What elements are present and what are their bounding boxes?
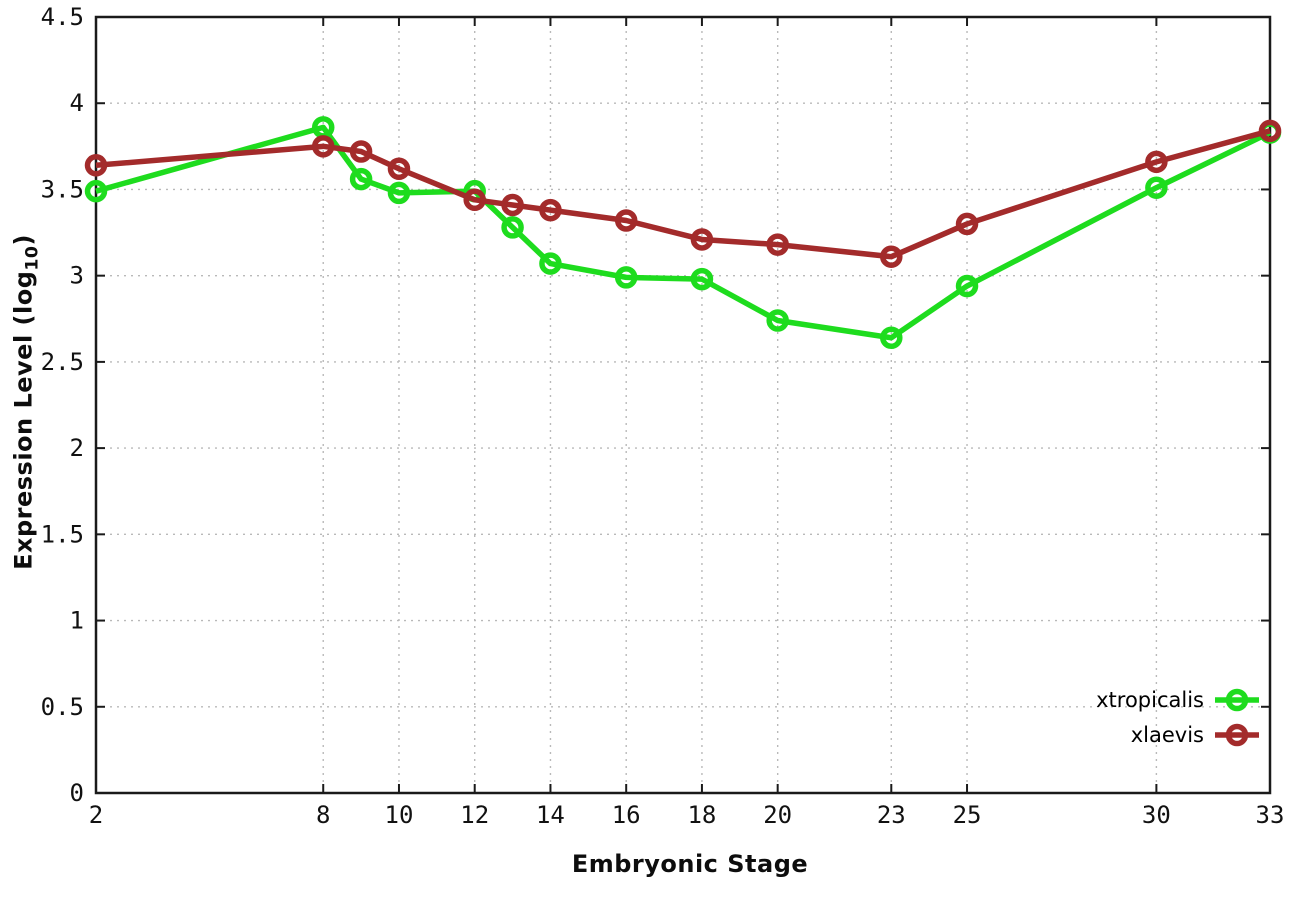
y-tick-label: 1.5 bbox=[41, 520, 84, 548]
y-tick-label: 4 bbox=[70, 89, 84, 117]
data-point-xlaevis bbox=[311, 135, 335, 158]
legend-marker-icon bbox=[1225, 723, 1249, 746]
legend-item-xtropicalis: xtropicalis bbox=[1096, 683, 1260, 716]
x-tick-label: 8 bbox=[316, 801, 330, 829]
legend-label-xlaevis: xlaevis bbox=[1130, 722, 1204, 747]
series-xlaevis bbox=[84, 119, 1282, 268]
y-tick-label: 2 bbox=[70, 434, 84, 462]
data-point-xtropicalis bbox=[349, 167, 373, 191]
data-point-xtropicalis bbox=[955, 274, 979, 298]
legend-sample-xtropicalis bbox=[1215, 688, 1259, 711]
y-tick-label: 0.5 bbox=[41, 693, 84, 721]
data-point-xlaevis bbox=[880, 245, 903, 268]
data-point-xlaevis bbox=[766, 233, 789, 256]
data-point-xtropicalis bbox=[387, 181, 411, 205]
data-point-xlaevis bbox=[463, 188, 486, 212]
y-tick-label: 2.5 bbox=[41, 348, 84, 376]
data-point-xtropicalis bbox=[880, 326, 903, 349]
data-point-xtropicalis bbox=[614, 266, 638, 289]
x-tick-label: 16 bbox=[612, 801, 641, 829]
x-tick-label: 23 bbox=[877, 801, 906, 829]
plot-border bbox=[94, 15, 1272, 795]
data-point-xtropicalis bbox=[501, 216, 524, 239]
x-tick-label: 12 bbox=[460, 801, 489, 829]
y-axis-title-subscript: 10 bbox=[22, 245, 43, 271]
x-tick-label: 10 bbox=[385, 801, 414, 829]
x-tick-label: 14 bbox=[536, 801, 565, 829]
data-point-xlaevis bbox=[1258, 119, 1282, 143]
series-line-xlaevis bbox=[95, 128, 1271, 260]
x-tick-label: 30 bbox=[1142, 801, 1171, 829]
legend-marker-icon bbox=[1225, 688, 1249, 711]
tick-labels: 2 8 10 12 14 16 18 20 23 25 30 33 0 0.5 1 1.5 2 2.5 3 3.5 4 4… bbox=[41, 3, 1285, 829]
y-tick-label: 1 bbox=[70, 607, 84, 635]
data-point-xtropicalis bbox=[1145, 176, 1168, 199]
x-tick-label: 18 bbox=[687, 801, 716, 829]
x-axis-title: Embryonic Stage bbox=[571, 850, 809, 878]
data-point-xlaevis bbox=[614, 209, 638, 232]
y-tick-label: 4.5 bbox=[41, 3, 84, 31]
grid bbox=[95, 16, 1271, 794]
y-tick-label: 3 bbox=[70, 262, 84, 290]
data-point-xtropicalis bbox=[84, 179, 108, 203]
legend-item-xlaevis: xlaevis bbox=[1096, 718, 1260, 751]
axes bbox=[94, 15, 1272, 795]
data-point-xlaevis bbox=[501, 193, 524, 217]
x-tick-label: 20 bbox=[763, 801, 792, 829]
y-axis-title: Expression Level (log10) bbox=[10, 234, 43, 570]
x-tick-label: 2 bbox=[89, 801, 103, 829]
data-point-xtropicalis bbox=[766, 309, 789, 332]
legend-sample-xlaevis bbox=[1215, 723, 1259, 746]
y-tick-label: 0 bbox=[70, 779, 84, 807]
y-tick-label: 3.5 bbox=[41, 175, 84, 203]
x-tick-label: 33 bbox=[1256, 801, 1285, 829]
data-point-xtropicalis bbox=[690, 267, 714, 291]
data-point-xlaevis bbox=[349, 140, 373, 163]
data-point-xlaevis bbox=[84, 154, 108, 177]
y-axis-title-text: Expression Level (log bbox=[9, 270, 38, 570]
data-point-xlaevis bbox=[1145, 150, 1168, 174]
data-point-xlaevis bbox=[539, 198, 562, 222]
data-point-xtropicalis bbox=[539, 252, 562, 275]
y-axis-title-close: ) bbox=[9, 234, 38, 246]
legend-label-xtropicalis: xtropicalis bbox=[1096, 687, 1204, 712]
data-point-xlaevis bbox=[955, 212, 979, 236]
legend: xtropicalis xlaevis bbox=[1096, 683, 1260, 751]
data-point-xlaevis bbox=[690, 228, 714, 251]
x-tick-label: 25 bbox=[953, 801, 982, 829]
data-point-xlaevis bbox=[387, 157, 411, 181]
